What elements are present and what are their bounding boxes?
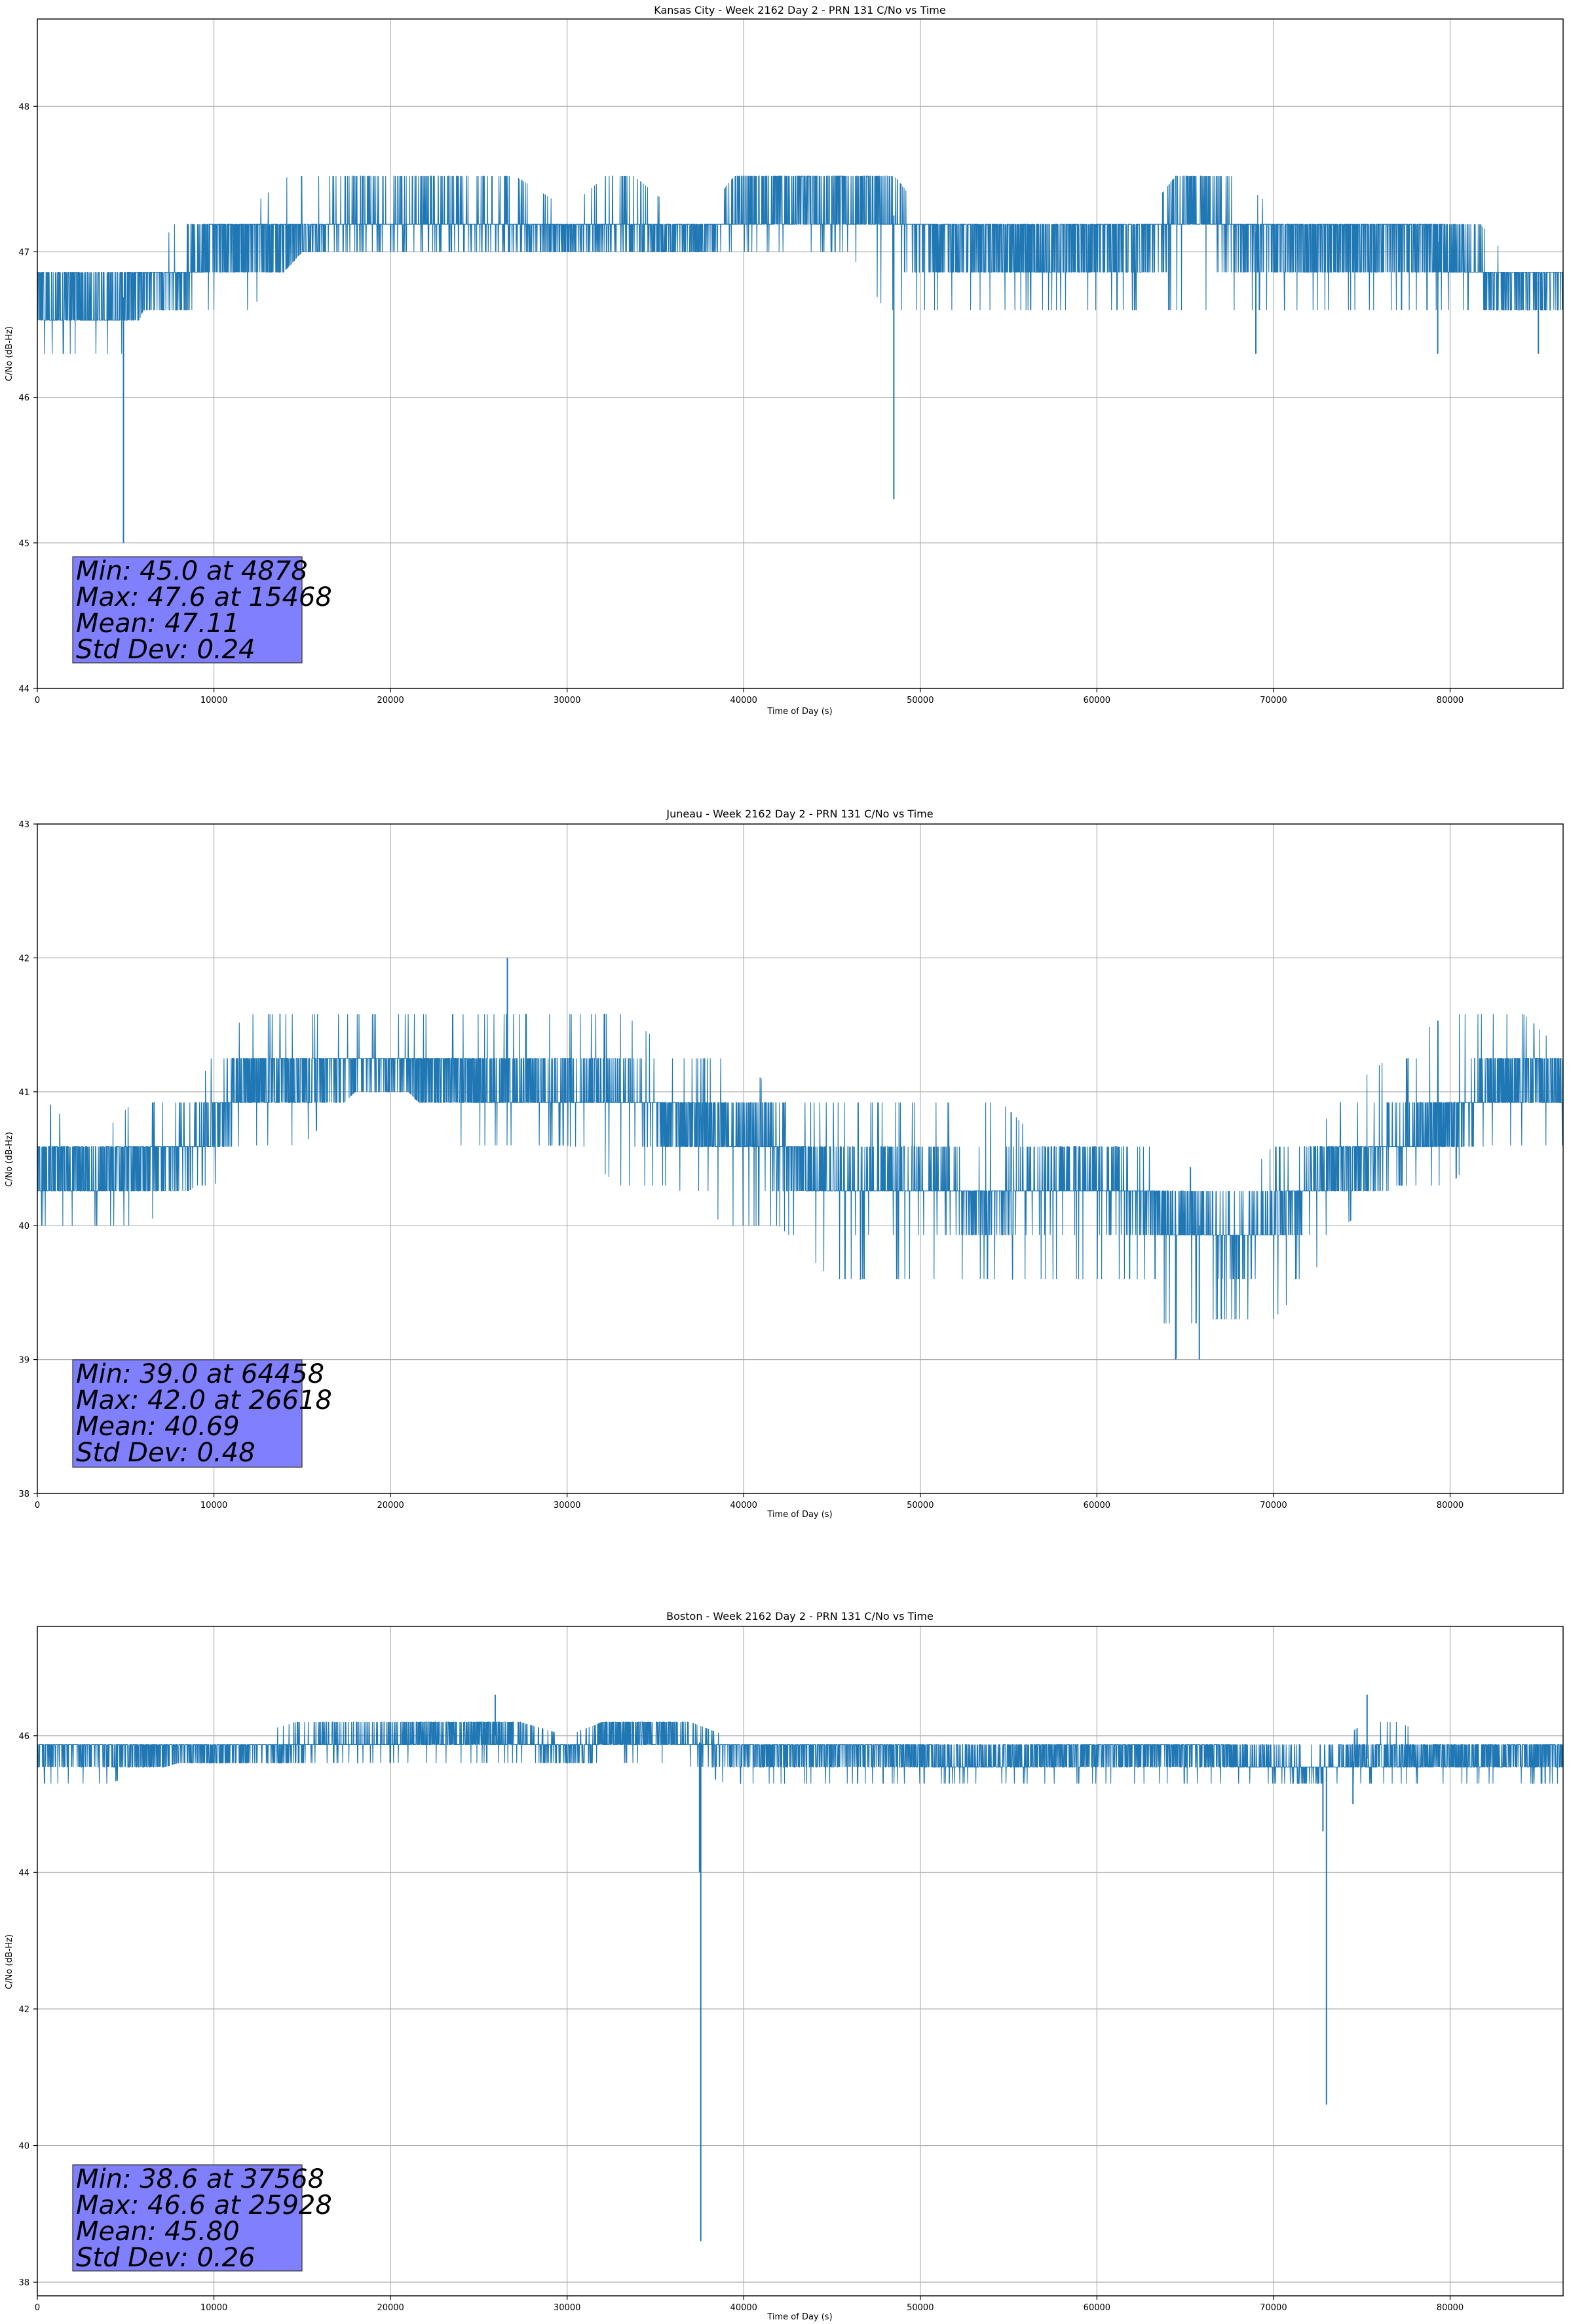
y-tick-label: 39 (18, 1356, 29, 1366)
x-tick-label: 0 (35, 2303, 40, 2313)
y-tick-labels: 44 45 46 47 48 (18, 102, 37, 694)
x-tick-labels: 0 10000 20000 30000 40000 50000 60000 70000 8000… (35, 2296, 1464, 2313)
y-tick-label: 42 (18, 954, 29, 964)
y-axis-label: C/No (dB-Hz) (5, 1132, 14, 1187)
data-layer (37, 176, 1564, 543)
plot-frame (37, 823, 1564, 1494)
stat-min: Min: 45.0 at 4878 (76, 556, 308, 586)
y-tick-label: 47 (18, 248, 29, 257)
y-tick-label: 44 (18, 1868, 29, 1878)
stats-box: Min: 38.6 at 37568 Max: 46.6 at 25928 Me… (72, 2164, 332, 2273)
y-tick-label: 44 (18, 684, 29, 694)
series-line (37, 176, 1564, 354)
series-line (37, 1013, 1564, 1359)
stats-box: Min: 45.0 at 4878 Max: 47.6 at 15468 Mea… (72, 556, 332, 665)
stat-std-dev: Std Dev: 0.24 (76, 635, 255, 665)
x-tick-label: 20000 (377, 696, 404, 705)
x-tick-label: 50000 (907, 1501, 934, 1510)
y-tick-label: 43 (18, 820, 29, 830)
chart-title: Boston - Week 2162 Day 2 - PRN 131 C/No … (666, 1610, 934, 1622)
chart-panel-juneau: Juneau - Week 2162 Day 2 - PRN 131 C/No … (5, 808, 1564, 1520)
stat-min: Min: 38.6 at 37568 (76, 2164, 324, 2194)
stat-max: Max: 47.6 at 15468 (76, 582, 332, 612)
y-tick-labels: 38 39 40 41 42 43 (18, 820, 37, 1499)
y-tick-label: 45 (18, 539, 29, 549)
x-tick-label: 40000 (730, 696, 757, 705)
x-tick-label: 70000 (1260, 2303, 1287, 2313)
stat-max: Max: 42.0 at 26618 (76, 1385, 332, 1415)
stats-box-background (72, 556, 303, 664)
y-tick-label: 40 (18, 1222, 29, 1231)
x-tick-label: 0 (35, 696, 40, 705)
x-tick-label: 60000 (1084, 2303, 1110, 2313)
x-tick-labels: 0 10000 20000 30000 40000 50000 60000 70000 8000… (35, 688, 1464, 705)
stats-box-background (72, 1359, 303, 1468)
x-tick-label: 0 (35, 1501, 40, 1510)
stats-box: Min: 39.0 at 64458 Max: 42.0 at 26618 Me… (72, 1359, 332, 1468)
x-tick-label: 30000 (554, 1501, 580, 1510)
x-tick-label: 40000 (730, 1501, 757, 1510)
x-tick-label: 10000 (200, 1501, 227, 1510)
y-axis-label: C/No (dB-Hz) (5, 1934, 14, 1989)
chart-panel-boston: Boston - Week 2162 Day 2 - PRN 131 C/No … (5, 1610, 1564, 2322)
x-tick-label: 60000 (1084, 696, 1110, 705)
stat-std-dev: Std Dev: 0.48 (76, 1438, 255, 1468)
y-tick-label: 41 (18, 1088, 29, 1098)
x-tick-label: 80000 (1437, 696, 1464, 705)
data-layer (37, 1695, 1564, 2241)
y-tick-label: 38 (18, 1490, 29, 1499)
x-tick-label: 80000 (1437, 1501, 1464, 1510)
x-axis-label: Time of Day (s) (766, 707, 832, 717)
x-tick-label: 80000 (1437, 2303, 1464, 2313)
x-tick-label: 70000 (1260, 1501, 1287, 1510)
stat-mean: Mean: 40.69 (76, 1412, 240, 1442)
y-tick-labels: 38 40 42 44 46 (18, 1732, 37, 2288)
stat-std-dev: Std Dev: 0.26 (76, 2243, 255, 2273)
x-tick-label: 60000 (1084, 1501, 1110, 1510)
y-tick-label: 38 (18, 2278, 29, 2288)
plot-frame (37, 1626, 1564, 2296)
grid-layer (37, 1626, 1563, 2296)
stat-min: Min: 39.0 at 64458 (76, 1359, 324, 1389)
x-tick-label: 30000 (554, 696, 580, 705)
x-tick-label: 20000 (377, 2303, 404, 2313)
chart-title: Kansas City - Week 2162 Day 2 - PRN 131 … (654, 4, 945, 16)
y-axis-label: C/No (dB-Hz) (5, 326, 14, 381)
x-tick-label: 70000 (1260, 696, 1287, 705)
y-tick-label: 48 (18, 102, 29, 112)
y-tick-label: 42 (18, 2005, 29, 2015)
stat-max: Max: 46.6 at 25928 (76, 2190, 332, 2221)
x-tick-label: 10000 (200, 696, 227, 705)
series-line (37, 1721, 1564, 1784)
stats-box-background (72, 2164, 303, 2272)
x-tick-labels: 0 10000 20000 30000 40000 50000 60000 70000 8000… (35, 1493, 1464, 1510)
x-tick-label: 20000 (377, 1501, 404, 1510)
stat-mean: Mean: 47.11 (76, 609, 240, 639)
y-tick-label: 46 (18, 1732, 29, 1742)
chart-panel-kansas-city: Kansas City - Week 2162 Day 2 - PRN 131 … (5, 4, 1564, 717)
y-tick-label: 40 (18, 2142, 29, 2152)
x-tick-label: 50000 (907, 696, 934, 705)
stat-mean: Mean: 45.80 (76, 2217, 240, 2247)
x-axis-label: Time of Day (s) (766, 2312, 832, 2322)
x-tick-label: 10000 (200, 2303, 227, 2313)
x-tick-label: 50000 (907, 2303, 934, 2313)
x-axis-label: Time of Day (s) (766, 1510, 832, 1520)
plot-frame (37, 18, 1564, 689)
data-layer (37, 958, 1564, 1360)
chart-title: Juneau - Week 2162 Day 2 - PRN 131 C/No … (666, 808, 933, 820)
x-tick-label: 30000 (554, 2303, 580, 2313)
y-tick-label: 46 (18, 394, 29, 403)
x-tick-label: 40000 (730, 2303, 757, 2313)
